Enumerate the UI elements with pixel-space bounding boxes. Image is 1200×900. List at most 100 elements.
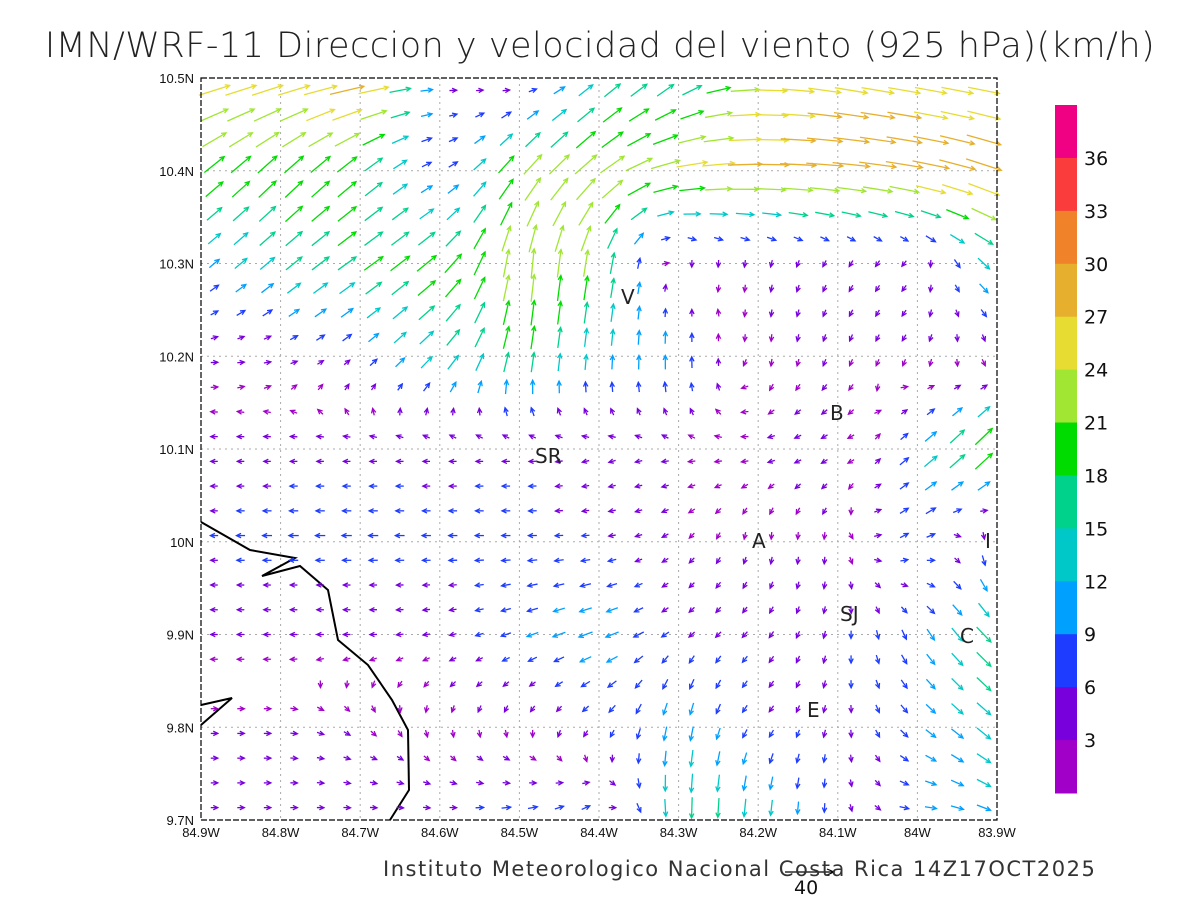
wind-vector [552,200,567,227]
wind-vector [529,705,536,713]
wind-vector [367,508,378,514]
colorbar-label: 3 [1084,730,1096,752]
wind-vector [530,273,537,302]
wind-vector [262,458,271,465]
colorbar-label: 24 [1084,360,1108,382]
wind-vector [284,205,304,223]
wind-vector [633,582,643,588]
wind-vector [528,681,536,687]
wind-vector [555,780,565,786]
wind-vector [683,211,702,217]
wind-vector [768,309,775,318]
wind-vector [423,407,430,416]
wind-vector [332,108,363,121]
wind-vector [551,108,568,122]
wind-vector [875,704,881,714]
wind-vector [954,358,960,368]
wind-vector [503,705,509,714]
wind-vector [473,250,486,276]
wind-vector [794,409,802,415]
wind-vector [447,532,458,539]
wind-vector [475,656,484,662]
wind-vector [445,230,462,247]
wind-vector [848,804,854,813]
wind-vector [280,108,309,122]
wind-vector [848,358,854,367]
wind-vector [334,132,361,147]
wind-vector [526,582,538,588]
wind-vector [581,705,590,713]
wind-vector [795,556,801,566]
wind-vector [501,224,512,252]
wind-vector [475,352,485,371]
wind-vector [391,280,410,296]
wind-vector [583,300,590,324]
reference-vector: 40 [785,868,836,899]
wind-vector [628,108,650,122]
wind-vector [636,280,642,295]
wind-vector [288,458,298,465]
wind-vector [556,729,563,739]
wind-vector [556,352,563,372]
wind-vector [475,804,486,811]
wind-vector [742,334,748,343]
wind-vector [502,780,512,786]
wind-vector [340,532,352,539]
wind-vector [822,309,828,318]
wind-vector [288,656,298,662]
wind-vector [768,729,775,739]
wind-vector [795,655,801,664]
wind-vector [394,508,405,514]
wind-vector [848,334,854,343]
wind-vector [689,381,695,392]
wind-vector [530,351,537,373]
wind-vector [288,607,298,613]
wind-vector [636,803,642,814]
wind-vector [901,285,907,293]
wind-vector [235,433,245,440]
wind-vector [601,179,624,199]
wind-vector [705,110,734,119]
colorbar-label: 9 [1084,624,1096,646]
wind-vector [950,234,966,244]
wind-vector [767,483,775,490]
wind-vector [553,557,564,564]
wind-vector [417,279,437,297]
wind-vector [475,112,486,118]
lon-tick-label: 84.1W [819,825,857,840]
wind-vector [900,679,908,690]
wind-vector [288,631,298,638]
wind-vector [287,508,299,514]
colorbar-segment [1055,316,1077,371]
wind-vector [202,132,228,148]
wind-vector [306,108,336,122]
lon-tick-label: 84.6W [421,825,459,840]
wind-vector [311,205,331,222]
wind-vector [940,110,976,121]
wind-vector [259,231,277,246]
wind-vector [530,406,536,417]
wind-vector [836,186,868,194]
wind-vector [421,656,430,662]
wind-vector [874,260,881,268]
wind-vector [662,283,668,292]
wind-vector [552,607,565,613]
wind-vector [636,329,642,345]
wind-vector [848,507,854,516]
wind-vector [525,131,541,148]
wind-vector [343,359,351,366]
wind-vector [848,630,854,640]
wind-vector [582,754,589,763]
wind-vector [421,434,431,440]
wind-vector [257,155,278,174]
wind-vector [742,507,748,515]
wind-vector [474,135,486,145]
wind-vector [822,507,828,516]
wind-vector [526,110,540,120]
wind-vector [661,582,669,588]
wind-vector [209,458,218,465]
wind-vector [499,133,514,146]
lat-tick-label: 9.8N [167,720,194,735]
wind-vector [604,83,622,98]
wind-vector [688,655,695,665]
